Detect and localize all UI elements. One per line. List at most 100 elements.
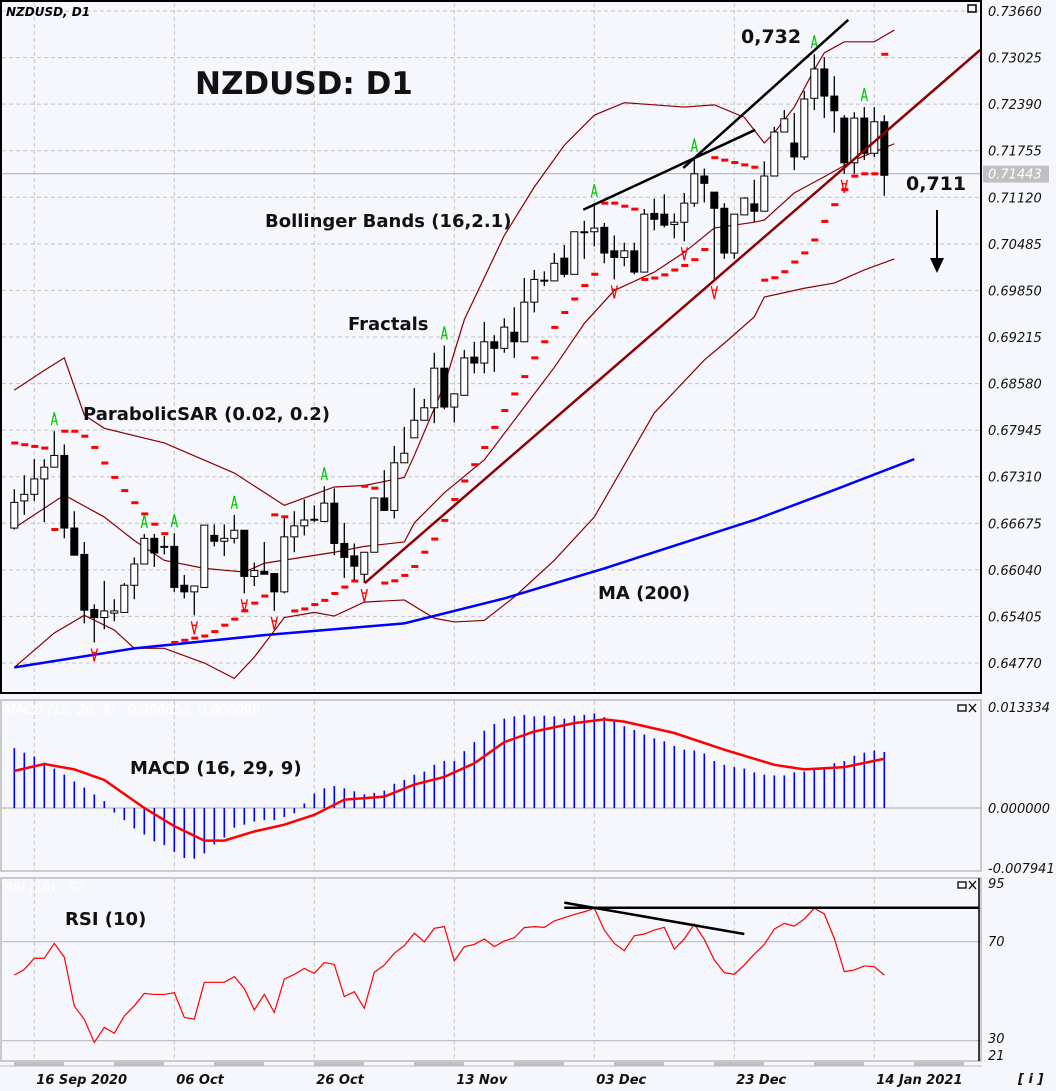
candle-bearish [80,553,89,611]
candle-bullish [200,524,209,588]
bollinger-upper [13,29,895,506]
sar-dot [771,276,779,280]
candle-bearish [750,203,759,212]
candle-bearish [630,250,639,273]
date-tick: 26 Oct [316,1073,364,1088]
candle-bullish [140,537,149,565]
fractal-down-icon [840,179,848,193]
candle-bullish [290,525,299,538]
candle-bullish [400,452,409,464]
sar-dot [291,609,299,613]
trendline-resistance-steep [682,18,850,169]
price-tick: 0.67310 [988,471,1042,486]
sar-dot [521,375,529,379]
candle-bullish [570,231,579,275]
ma200 [14,457,915,669]
week-marker [114,1062,164,1066]
fractal-up-icon [170,514,178,528]
week-marker [514,1062,564,1066]
candle-bearish [600,226,609,254]
price-tick: 0.65405 [988,610,1042,625]
candle-bullish [360,551,369,575]
candle-bearish [840,117,849,164]
candle-bullish [250,570,259,577]
sar-dot [411,564,419,568]
fractal-up-icon [810,35,818,49]
sar-dot [531,356,539,360]
price-tick: 0.73660 [988,5,1042,20]
macd-label: MACD (16, 29, 9) [130,758,302,779]
sar-dot [681,263,689,267]
macd-close-button[interactable] [968,703,977,713]
sar-dot [91,445,99,449]
target-label: 0,711 [906,173,966,195]
fractal-up-icon [590,184,598,198]
sar-dot [61,429,69,433]
candle-bearish [710,191,719,209]
candle-bearish [510,331,519,343]
sar-dot [881,52,889,56]
sar-dot [661,273,669,277]
candle-bullish [450,393,459,408]
week-marker [714,1062,764,1066]
rsi-maximize-button[interactable] [957,881,967,889]
sar-dot [111,475,119,479]
candle-bearish [720,207,729,254]
info-button[interactable]: [ i ] [1017,1072,1043,1087]
sar-dot [151,522,159,526]
week-marker [564,1062,614,1066]
candle-bullish [50,454,59,468]
fractal-up-icon [320,467,328,481]
candle-bullish [430,367,439,409]
sar-dot [141,512,149,516]
trendlines[interactable] [363,18,982,585]
fractal-up-icon [50,412,58,426]
week-marker [14,1062,64,1066]
price-tick: 0.72390 [988,98,1042,113]
fractal-down-icon [610,285,618,299]
candle-bearish [490,341,499,349]
symbol-label: NZDUSD, D1 [6,5,90,19]
candle-bearish [210,534,219,542]
sar-dot [621,204,629,208]
candle-bullish [550,262,559,282]
candle-bullish [420,407,429,421]
candle-bearish [380,497,389,511]
week-marker [614,1062,664,1066]
candle-bullish [320,502,329,522]
sar-dot [301,607,309,611]
sar-dot [691,258,699,262]
candle-bullish [120,584,129,613]
macd-tick: 0.013334 [988,701,1050,716]
sar-dot [611,201,619,205]
price-tick: 0.66675 [988,517,1042,532]
ma-label: MA (200) [598,583,690,604]
candle-bullish [370,497,379,553]
fractal-down-icon [360,588,368,603]
sar-dot [81,434,89,438]
sar-dot [31,444,39,448]
fractal-up-icon [140,514,148,529]
rsi-close-button[interactable] [968,880,977,890]
candle-bearish [860,117,869,154]
candle-bullish [870,121,879,154]
price-tick: 0.64770 [988,657,1042,672]
parabolic-sar [11,52,889,644]
fractal-down-icon [90,648,98,662]
sar-dot [491,425,499,429]
sar-dot [321,598,329,602]
macd-maximize-button[interactable] [957,704,967,712]
sar-dot [761,278,769,282]
candle-bearish [440,367,449,408]
trendline-support [363,48,982,585]
week-marker [864,1062,914,1066]
week-marker [464,1062,514,1066]
main-maximize-button[interactable] [967,4,977,13]
candle-bullish [130,563,139,586]
rsi-label: RSI (10) [65,909,146,930]
week-marker [664,1062,714,1066]
sar-dot [431,537,439,541]
candle-bullish [310,518,319,521]
fractals [50,35,868,662]
candle-bullish [300,519,309,527]
